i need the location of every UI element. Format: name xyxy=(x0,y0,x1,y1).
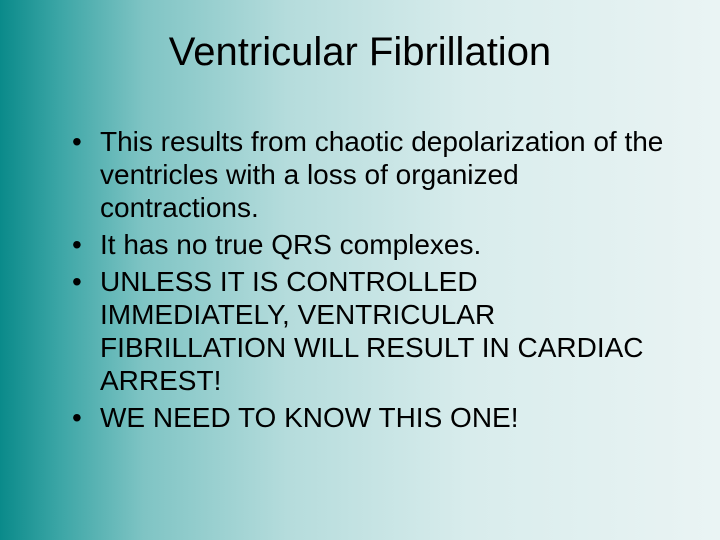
slide-container: Ventricular Fibrillation This results fr… xyxy=(0,0,720,540)
slide-title: Ventricular Fibrillation xyxy=(50,30,670,75)
list-item: It has no true QRS complexes. xyxy=(72,228,670,261)
bullet-list: This results from chaotic depolarization… xyxy=(50,125,670,434)
list-item: UNLESS IT IS CONTROLLED IMMEDIATELY, VEN… xyxy=(72,265,670,397)
list-item: WE NEED TO KNOW THIS ONE! xyxy=(72,401,670,434)
list-item: This results from chaotic depolarization… xyxy=(72,125,670,224)
